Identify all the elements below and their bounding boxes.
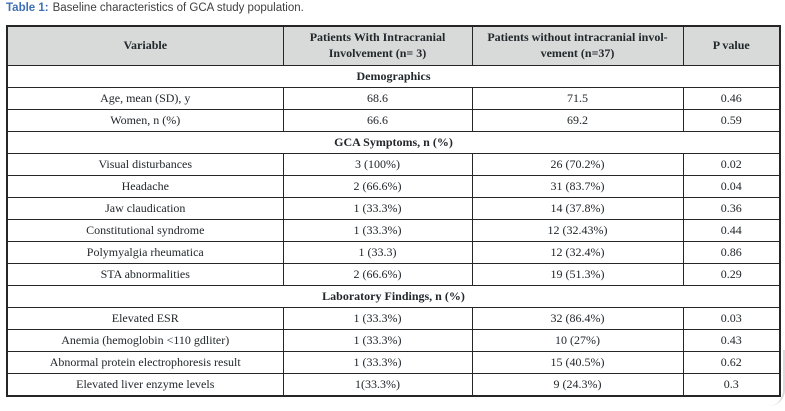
- cell-variable: Elevated liver enzyme levels: [6, 373, 284, 397]
- section-label: Demographics: [6, 65, 781, 88]
- cell-without-involvement: 19 (51.3%): [471, 263, 684, 286]
- section-row-laboratory-findings: Laboratory Findings, n (%): [6, 285, 781, 308]
- table-row: Polymyalgia rheumatica 1 (33.3) 12 (32.4…: [6, 241, 781, 264]
- cell-with-involvement: 1 (33.3%): [282, 329, 473, 352]
- cell-variable: Visual disturbances: [6, 153, 284, 176]
- cell-with-involvement: 1 (33.3%): [282, 307, 473, 330]
- table-row: Women, n (%) 66.6 69.2 0.59: [6, 109, 781, 132]
- cell-with-involvement: 1 (33.3%): [282, 219, 473, 242]
- cell-p-value: 0.3: [682, 373, 781, 397]
- cell-without-involvement: 10 (27%): [471, 329, 684, 352]
- cell-variable: Women, n (%): [6, 109, 284, 132]
- cell-variable: STA abnormalities: [6, 263, 284, 286]
- cell-p-value: 0.86: [682, 241, 781, 264]
- cell-p-value: 0.29: [682, 263, 781, 286]
- cell-without-involvement: 32 (86.4%): [471, 307, 684, 330]
- table-row: Age, mean (SD), y 68.6 71.5 0.46: [6, 87, 781, 110]
- table-row: Abnormal protein electrophoresis result …: [6, 351, 781, 374]
- section-row-gca-symptoms: GCA Symptoms, n (%): [6, 131, 781, 154]
- table-row: Headache 2 (66.6%) 31 (83.7%) 0.04: [6, 175, 781, 198]
- col-header-p-value: P value: [682, 25, 781, 66]
- table-row: Visual disturbances 3 (100%) 26 (70.2%) …: [6, 153, 781, 176]
- cell-variable: Anemia (hemoglobin <110 gdliter): [6, 329, 284, 352]
- col-header-variable: Variable: [6, 25, 284, 66]
- table-row: Anemia (hemoglobin <110 gdliter) 1 (33.3…: [6, 329, 781, 352]
- cell-without-involvement: 71.5: [471, 87, 684, 110]
- table-row: Constitutional syndrome 1 (33.3%) 12 (32…: [6, 219, 781, 242]
- cell-without-involvement: 31 (83.7%): [471, 175, 684, 198]
- cell-with-involvement: 2 (66.6%): [282, 175, 473, 198]
- section-row-demographics: Demographics: [6, 65, 781, 88]
- cell-with-involvement: 3 (100%): [282, 153, 473, 176]
- cell-with-involvement: 2 (66.6%): [282, 263, 473, 286]
- cell-without-involvement: 12 (32.4%): [471, 241, 684, 264]
- cell-p-value: 0.46: [682, 87, 781, 110]
- cell-p-value: 0.03: [682, 307, 781, 330]
- cell-variable: Constitutional syndrome: [6, 219, 284, 242]
- section-label: GCA Symptoms, n (%): [6, 131, 781, 154]
- header-row: Variable Patients With Intracranial Invo…: [6, 25, 781, 66]
- cell-with-involvement: 66.6: [282, 109, 473, 132]
- cell-p-value: 0.43: [682, 329, 781, 352]
- page-curl-artifact: [769, 350, 785, 406]
- cell-without-involvement: 26 (70.2%): [471, 153, 684, 176]
- cell-variable: Jaw claudication: [6, 197, 284, 220]
- table-row: Elevated ESR 1 (33.3%) 32 (86.4%) 0.03: [6, 307, 781, 330]
- cell-with-involvement: 1 (33.3): [282, 241, 473, 264]
- cell-variable: Headache: [6, 175, 284, 198]
- cell-without-involvement: 12 (32.43%): [471, 219, 684, 242]
- table-row: Jaw claudication 1 (33.3%) 14 (37.8%) 0.…: [6, 197, 781, 220]
- table-row: STA abnormalities 2 (66.6%) 19 (51.3%) 0…: [6, 263, 781, 286]
- cell-variable: Age, mean (SD), y: [6, 87, 284, 110]
- table-caption-label: Table 1:: [6, 2, 49, 14]
- cell-without-involvement: 69.2: [471, 109, 684, 132]
- cell-p-value: 0.36: [682, 197, 781, 220]
- table-row: Elevated liver enzyme levels 1(33.3%) 9 …: [6, 373, 781, 397]
- cell-with-involvement: 1(33.3%): [282, 373, 473, 397]
- section-label: Laboratory Findings, n (%): [6, 285, 781, 308]
- cell-p-value: 0.62: [682, 351, 781, 374]
- col-header-with-involvement: Patients With Intracranial Involvement (…: [282, 25, 473, 66]
- cell-with-involvement: 1 (33.3%): [282, 197, 473, 220]
- table-caption-text: Baseline characteristics of GCA study po…: [52, 2, 304, 14]
- cell-p-value: 0.59: [682, 109, 781, 132]
- cell-p-value: 0.02: [682, 153, 781, 176]
- cell-without-involvement: 14 (37.8%): [471, 197, 684, 220]
- cell-with-involvement: 1 (33.3%): [282, 351, 473, 374]
- cell-without-involvement: 9 (24.3%): [471, 373, 684, 397]
- cell-p-value: 0.04: [682, 175, 781, 198]
- cell-with-involvement: 68.6: [282, 87, 473, 110]
- gca-baseline-table: Variable Patients With Intracranial Invo…: [6, 25, 781, 397]
- cell-variable: Abnormal protein electrophoresis result: [6, 351, 284, 374]
- cell-variable: Polymyalgia rheumatica: [6, 241, 284, 264]
- col-header-without-involvement: Patients without intracranial invol-veme…: [471, 25, 684, 66]
- cell-variable: Elevated ESR: [6, 307, 284, 330]
- table-caption: Table 1: Baseline characteristics of GCA …: [6, 2, 304, 14]
- cell-without-involvement: 15 (40.5%): [471, 351, 684, 374]
- cell-p-value: 0.44: [682, 219, 781, 242]
